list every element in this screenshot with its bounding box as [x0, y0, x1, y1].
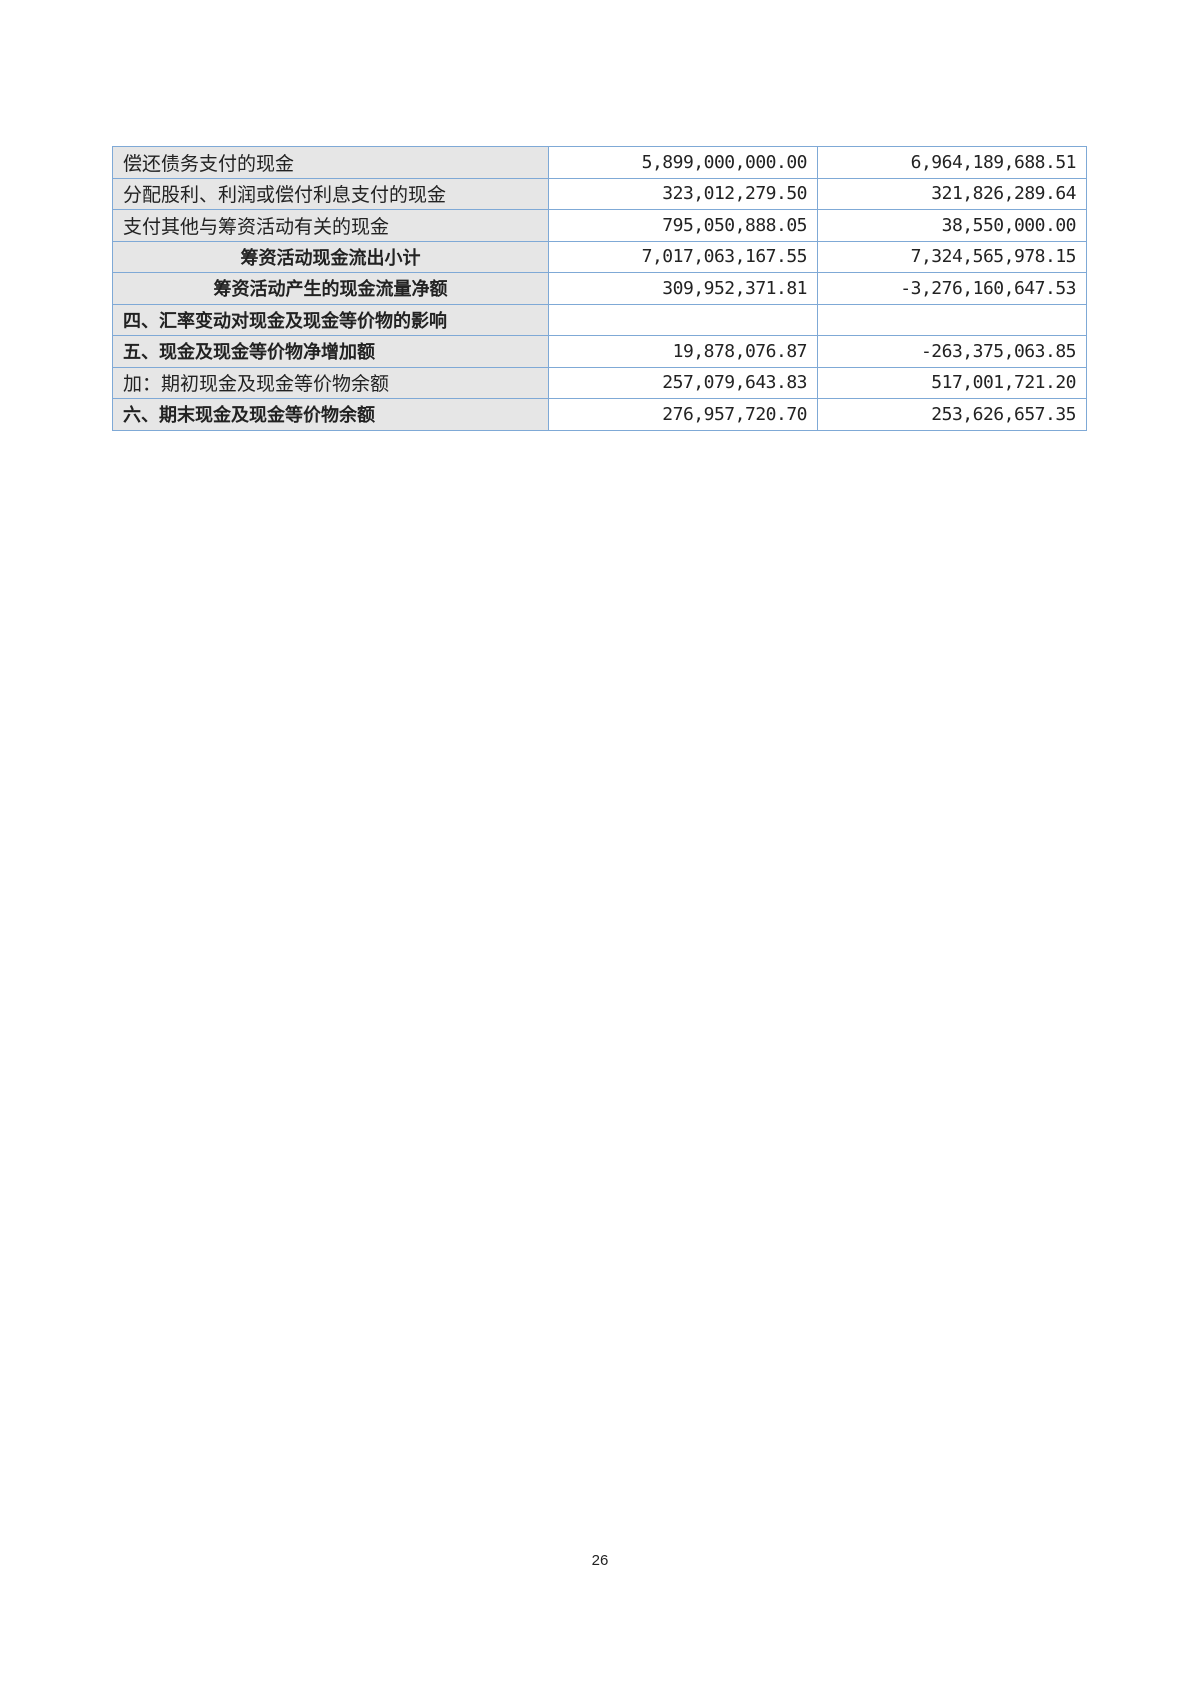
row-label: 加：期初现金及现金等价物余额 — [112, 366, 549, 399]
previous-period-amount: 321,826,289.64 — [817, 177, 1087, 210]
table-row: 五、现金及现金等价物净增加额 19,878,076.87 -263,375,063.… — [112, 335, 1087, 368]
table-row: 加：期初现金及现金等价物余额 257,079,643.83 517,001,721.… — [112, 366, 1087, 399]
current-period-amount: 323,012,279.50 — [548, 177, 818, 210]
table-row: 支付其他与筹资活动有关的现金 795,050,888.05 38,550,000.0… — [112, 209, 1087, 242]
current-period-amount: 19,878,076.87 — [548, 335, 818, 368]
previous-period-amount: 6,964,189,688.51 — [817, 146, 1087, 179]
row-label: 五、现金及现金等价物净增加额 — [112, 335, 549, 368]
previous-period-amount: -263,375,063.85 — [817, 335, 1087, 368]
current-period-amount: 5,899,000,000.00 — [548, 146, 818, 179]
current-period-amount: 7,017,063,167.55 — [548, 240, 818, 273]
row-label: 分配股利、利润或偿付利息支付的现金 — [112, 177, 549, 210]
table-row: 偿还债务支付的现金 5,899,000,000.00 6,964,189,688.5… — [112, 146, 1087, 179]
row-label: 六、期末现金及现金等价物余额 — [112, 398, 549, 431]
current-period-amount — [548, 303, 818, 336]
previous-period-amount — [817, 303, 1087, 336]
previous-period-amount: 253,626,657.35 — [817, 398, 1087, 431]
current-period-amount: 309,952,371.81 — [548, 272, 818, 305]
row-label: 偿还债务支付的现金 — [112, 146, 549, 179]
row-label: 筹资活动产生的现金流量净额 — [112, 272, 549, 305]
row-label: 支付其他与筹资活动有关的现金 — [112, 209, 549, 242]
table-row: 筹资活动产生的现金流量净额 309,952,371.81 -3,276,160,64… — [112, 272, 1087, 305]
page-number: 26 — [591, 1552, 609, 1569]
row-label: 筹资活动现金流出小计 — [112, 240, 549, 273]
current-period-amount: 257,079,643.83 — [548, 366, 818, 399]
table-row: 分配股利、利润或偿付利息支付的现金 323,012,279.50 321,826,2… — [112, 177, 1087, 210]
row-label: 四、汇率变动对现金及现金等价物的影响 — [112, 303, 549, 336]
current-period-amount: 276,957,720.70 — [548, 398, 818, 431]
table-row: 筹资活动现金流出小计 7,017,063,167.55 7,324,565,978.… — [112, 240, 1087, 273]
previous-period-amount: 38,550,000.00 — [817, 209, 1087, 242]
previous-period-amount: 7,324,565,978.15 — [817, 240, 1087, 273]
table-row: 四、汇率变动对现金及现金等价物的影响 — [112, 303, 1087, 336]
table-row: 六、期末现金及现金等价物余额 276,957,720.70 253,626,657.… — [112, 398, 1087, 431]
previous-period-amount: -3,276,160,647.53 — [817, 272, 1087, 305]
previous-period-amount: 517,001,721.20 — [817, 366, 1087, 399]
cash-flow-table: 偿还债务支付的现金 5,899,000,000.00 6,964,189,688.5… — [112, 146, 1087, 431]
current-period-amount: 795,050,888.05 — [548, 209, 818, 242]
